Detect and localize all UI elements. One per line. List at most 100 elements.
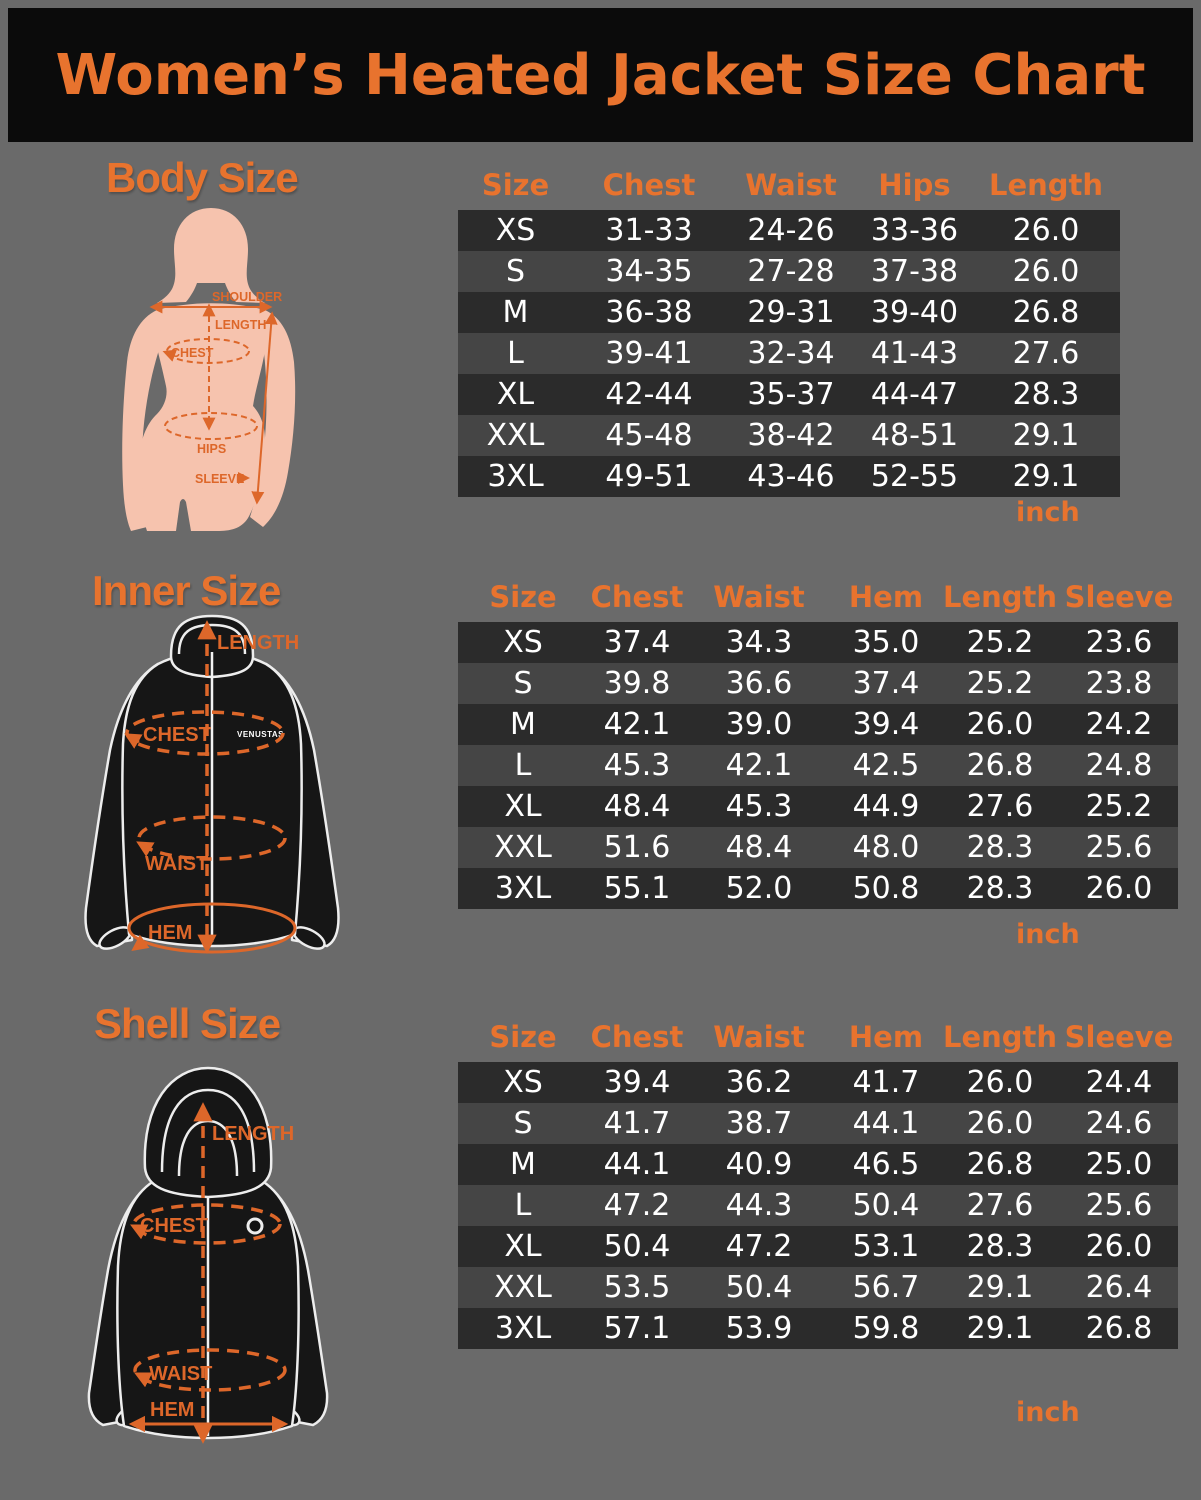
value-cell: 59.8 (852, 1310, 920, 1346)
value-cell: 36-38 (605, 294, 693, 330)
table-row: M 44.1 40.9 46.5 26.8 25.0 (458, 1144, 1178, 1185)
value-cell: 28.3 (966, 870, 1034, 906)
column-header: Sleeve (1064, 579, 1174, 614)
value-cell: 26.0 (1085, 1228, 1153, 1264)
inner-size-table: Size Chest Waist Hem Length Sleeve XS 37.4 34.3 3… (458, 572, 1178, 909)
chest-arrow (124, 733, 143, 749)
size-cell: M (510, 1146, 536, 1182)
value-cell: 44.9 (852, 788, 920, 824)
table-header-row: Size Chest Waist Hips Length (458, 160, 1120, 210)
value-cell: 29.1 (1012, 458, 1080, 494)
size-cell: 3XL (494, 1310, 552, 1346)
table-row: 3XL 49-51 43-46 52-55 29.1 (458, 456, 1120, 497)
value-cell: 28.3 (966, 829, 1034, 865)
table-row: XL 42-44 35-37 44-47 28.3 (458, 374, 1120, 415)
value-cell: 26.0 (1085, 870, 1153, 906)
column-header: Length (988, 167, 1104, 202)
size-cell: XL (496, 376, 535, 412)
size-cell: S (513, 665, 533, 701)
value-cell: 32-34 (747, 335, 835, 371)
chest-measure-ellipse (125, 710, 285, 756)
value-cell: 31-33 (605, 212, 693, 248)
value-cell: 44.1 (603, 1146, 671, 1182)
value-cell: 26.0 (966, 1064, 1034, 1100)
value-cell: 57.1 (603, 1310, 671, 1346)
value-cell: 48.0 (852, 829, 920, 865)
value-cell: 26.8 (966, 1146, 1034, 1182)
size-cell: S (513, 1105, 533, 1141)
column-header: Hem (848, 1019, 924, 1054)
value-cell: 29.1 (966, 1269, 1034, 1305)
value-cell: 50.4 (603, 1228, 671, 1264)
value-cell: 24-26 (747, 212, 835, 248)
chest-measure-ellipse (132, 1203, 282, 1245)
length-label: LENGTH (215, 318, 266, 332)
value-cell: 26.0 (966, 706, 1034, 742)
waist-label: WAIST (145, 853, 208, 875)
column-header: Waist (713, 1019, 805, 1054)
chest-label: CHEST (171, 346, 214, 360)
column-header: Length (942, 579, 1058, 614)
column-header: Sleeve (1064, 1019, 1174, 1054)
chest-label: CHEST (140, 1215, 208, 1237)
unit-label-shell: inch (1016, 1397, 1080, 1428)
sleeve-label: SLEEVE (195, 472, 244, 486)
value-cell: 44.1 (852, 1105, 920, 1141)
value-cell: 47.2 (603, 1187, 671, 1223)
shell-jacket-hood-opening-outer (160, 1088, 256, 1173)
length-label: LENGTH (217, 632, 299, 654)
value-cell: 52.0 (725, 870, 793, 906)
body-silhouette-leg-gap (176, 499, 191, 531)
value-cell: 33-36 (870, 212, 959, 248)
size-cell: XS (503, 624, 543, 660)
chest-measure-ellipse (166, 338, 250, 364)
value-cell: 56.7 (852, 1269, 920, 1305)
value-cell: 47.2 (725, 1228, 793, 1264)
table-row: XL 50.4 47.2 53.1 28.3 26.0 (458, 1226, 1178, 1267)
shell-jacket-diagram: LENGTH CHEST WAIST HEM (87, 1066, 329, 1444)
value-cell: 37.4 (603, 624, 671, 660)
body-measurement-diagram: SHOULDER LENGTH CHEST HIPS SLEEVE (122, 208, 296, 531)
value-cell: 39-40 (870, 294, 959, 330)
page-title: Women’s Heated Jacket Size Chart (55, 42, 1146, 108)
value-cell: 44-47 (870, 376, 959, 412)
value-cell: 46.5 (852, 1146, 920, 1182)
value-cell: 52-55 (870, 458, 959, 494)
value-cell: 29.1 (1012, 417, 1080, 453)
size-cell: XXL (494, 1269, 552, 1305)
value-cell: 26.0 (1012, 212, 1080, 248)
value-cell: 36.2 (725, 1064, 793, 1100)
value-cell: 34.3 (725, 624, 793, 660)
value-cell: 39.4 (852, 706, 920, 742)
waist-measure-ellipse (137, 815, 287, 861)
column-header: Waist (745, 167, 837, 202)
value-cell: 26.8 (966, 747, 1034, 783)
column-header: Chest (590, 579, 684, 614)
length-label: LENGTH (212, 1123, 294, 1145)
column-header: Hem (848, 579, 924, 614)
column-header: Size (489, 579, 557, 614)
value-cell: 40.9 (725, 1146, 793, 1182)
value-cell: 50.4 (852, 1187, 920, 1223)
value-cell: 37.4 (852, 665, 920, 701)
value-cell: 42-44 (605, 376, 693, 412)
column-header: Chest (602, 167, 696, 202)
value-cell: 25.6 (1085, 829, 1153, 865)
value-cell: 25.6 (1085, 1187, 1153, 1223)
column-header: Chest (590, 1019, 684, 1054)
table-row: XS 37.4 34.3 35.0 25.2 23.6 (458, 622, 1178, 663)
value-cell: 35-37 (747, 376, 835, 412)
value-cell: 50.8 (852, 870, 920, 906)
value-cell: 41.7 (603, 1105, 671, 1141)
waist-arrow (136, 841, 155, 857)
table-row: XXL 45-48 38-42 48-51 29.1 (458, 415, 1120, 456)
column-header: Waist (713, 579, 805, 614)
value-cell: 28.3 (1012, 376, 1080, 412)
value-cell: 26.0 (966, 1105, 1034, 1141)
size-cell: L (514, 1187, 532, 1223)
value-cell: 27-28 (747, 253, 835, 289)
value-cell: 48-51 (870, 417, 959, 453)
shoulder-label: SHOULDER (212, 290, 282, 304)
value-cell: 24.6 (1085, 1105, 1153, 1141)
value-cell: 29-31 (747, 294, 835, 330)
